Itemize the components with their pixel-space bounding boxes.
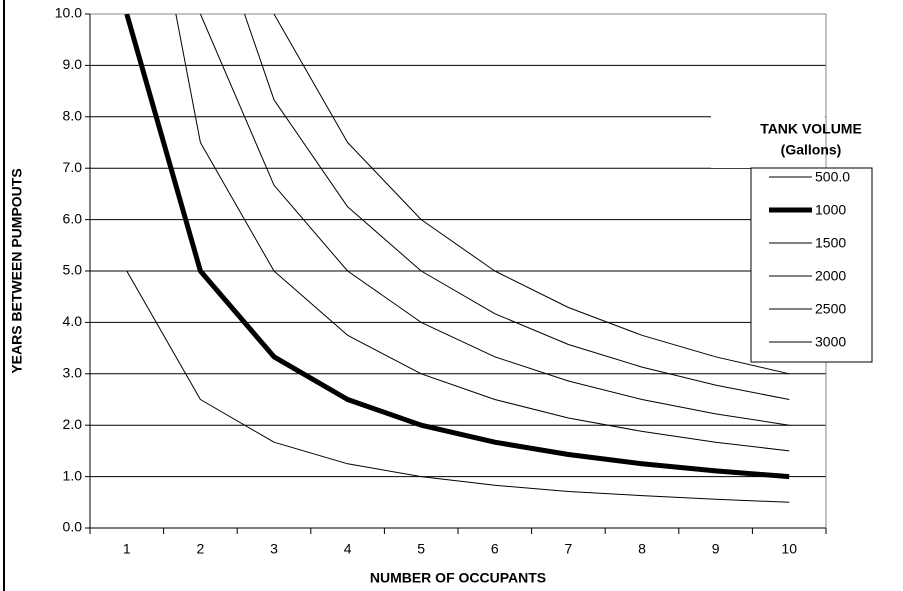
- grid: 0.0 1.0 2.0 3.0 4.0 5.0 6.0 7.0 8.0 9.0 10.0 1 2 3 4 5 6…: [55, 5, 827, 557]
- x-tick-label: 10: [781, 541, 797, 557]
- x-tick-label: 9: [712, 541, 720, 557]
- y-tick-label: 9.0: [63, 56, 83, 72]
- legend-title-bg: [711, 110, 825, 168]
- legend-label: 2000: [815, 268, 846, 284]
- series-line: [244, 14, 790, 400]
- x-tick-label: 7: [565, 541, 573, 557]
- x-tick-label: 2: [197, 541, 205, 557]
- y-tick-label: 8.0: [63, 108, 83, 124]
- series-line: [273, 14, 790, 375]
- y-tick-label: 4.0: [63, 313, 83, 329]
- legend-label: 2500: [815, 301, 846, 317]
- legend-box: [750, 167, 873, 363]
- y-tick-label: 2.0: [63, 416, 83, 432]
- legend-label: 500.0: [815, 169, 850, 185]
- x-tick-label: 6: [491, 541, 499, 557]
- plot-lines: [124, 14, 790, 503]
- x-axis-label: NUMBER OF OCCUPANTS: [370, 570, 546, 586]
- legend-title: TANK VOLUME: [760, 121, 862, 137]
- legend-label: 3000: [815, 334, 846, 350]
- x-tick-label: 4: [344, 541, 352, 557]
- legend-label: 1000: [815, 202, 846, 218]
- legend: TANK VOLUME (Gallons) 500.0 1000 1500 2000 250…: [711, 110, 873, 363]
- x-tick-label: 8: [638, 541, 646, 557]
- series-line: [175, 14, 790, 452]
- y-tick-label: 0.0: [63, 519, 83, 535]
- y-tick-label: 10.0: [55, 5, 82, 21]
- y-tick-label: 1.0: [63, 467, 83, 483]
- legend-label: 1500: [815, 235, 846, 251]
- series-line: [199, 14, 790, 426]
- series-line: [124, 14, 790, 480]
- legend-title: (Gallons): [781, 142, 842, 158]
- x-tick-label: 1: [123, 541, 131, 557]
- y-tick-label: 5.0: [63, 262, 83, 278]
- y-tick-label: 6.0: [63, 210, 83, 226]
- y-axis-label: YEARS BETWEEN PUMPOUTS: [9, 168, 25, 373]
- y-tick-label: 7.0: [63, 159, 83, 175]
- y-tick-label: 3.0: [63, 365, 83, 381]
- x-tick-label: 3: [270, 541, 278, 557]
- series-line: [126, 270, 790, 503]
- x-tick-label: 5: [417, 541, 425, 557]
